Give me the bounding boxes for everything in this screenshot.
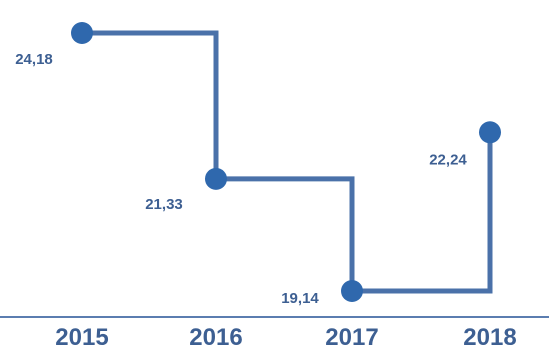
data-label-2018: 22,24 xyxy=(429,151,467,168)
data-point-2015 xyxy=(71,22,93,44)
data-labels-layer: 24,18 21,33 19,14 22,24 xyxy=(15,51,467,307)
data-label-2017: 19,14 xyxy=(281,290,319,307)
x-tick-label-2015: 2015 xyxy=(55,324,108,351)
data-point-2016 xyxy=(205,167,227,190)
series-layer xyxy=(82,30,493,294)
series-step-line xyxy=(82,30,493,294)
x-tick-label-2017: 2017 xyxy=(325,324,378,351)
x-tick-labels-layer: 2015 2016 2017 2018 xyxy=(55,324,516,351)
data-label-2015: 24,18 xyxy=(15,51,53,68)
points-layer xyxy=(71,22,501,302)
x-tick-label-2016: 2016 xyxy=(189,324,242,351)
data-point-2017 xyxy=(341,280,363,302)
data-label-2016: 21,33 xyxy=(145,196,183,213)
x-tick-label-2018: 2018 xyxy=(463,324,516,351)
data-point-2018 xyxy=(479,121,501,144)
